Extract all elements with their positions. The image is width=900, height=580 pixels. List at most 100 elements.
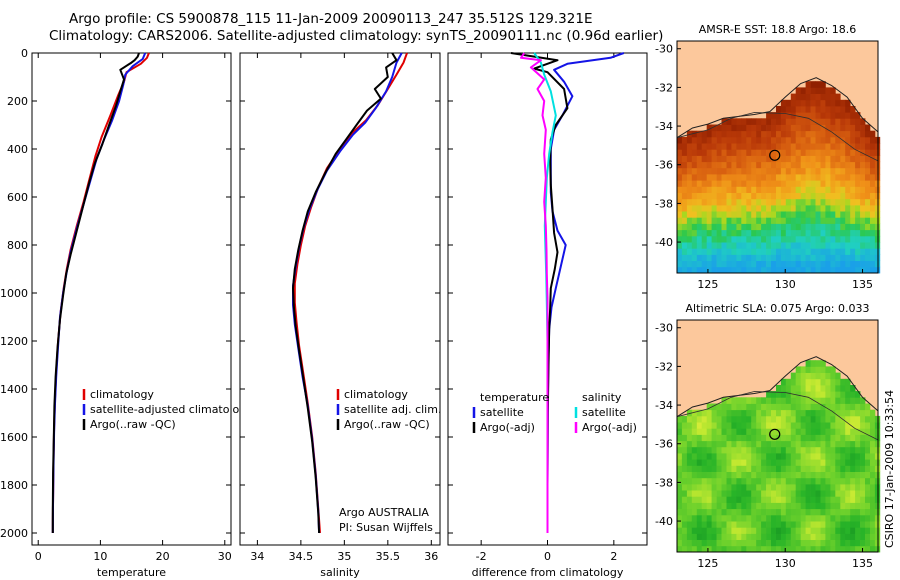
sla_map-cell (736, 514, 742, 522)
sst_map-cell (825, 130, 831, 138)
sla_map-cell (701, 527, 707, 534)
sst_map-cell (805, 174, 811, 181)
sla_map-cell (736, 490, 742, 497)
sst_map-cell (785, 204, 792, 212)
sst_map-cell (701, 229, 707, 237)
sla_map-cell (810, 440, 816, 448)
sla_map-cell (711, 514, 717, 522)
sla_map-cell (835, 409, 841, 417)
sla_map-cell (810, 465, 816, 472)
sst_map-cell (736, 223, 742, 231)
sla_map-cell (706, 514, 712, 522)
sst_map-cell (691, 235, 698, 243)
sst_map-cell (726, 143, 732, 150)
sst_map-cell (780, 180, 787, 187)
sst_map-cell (850, 136, 856, 144)
sst_map-cell (850, 235, 856, 243)
sst_map-cell (810, 223, 816, 231)
sst_map-cell (870, 248, 876, 255)
sla_map-cell (860, 539, 866, 547)
sla_map-cell (741, 434, 747, 442)
sla_map-cell (696, 453, 703, 460)
sst_map-cell (780, 167, 787, 175)
sst_map-cell (746, 254, 752, 261)
sla_map-cell (840, 521, 846, 528)
sla_map-cell (785, 496, 792, 503)
sst_map-cell (800, 112, 806, 119)
sst_map-cell (830, 161, 836, 169)
sla_map-cell (835, 391, 841, 398)
sst_map-cell (686, 186, 693, 193)
sla_map-cell (850, 502, 856, 510)
sla_map-cell (845, 415, 851, 423)
sst_map-cell (800, 260, 806, 268)
sla_map-cell (681, 415, 688, 423)
sst_map-cell (681, 198, 688, 206)
sst_map-cell (860, 180, 866, 187)
sst_map-cell (761, 211, 767, 218)
sla_map-cell (726, 502, 732, 510)
sst_map-cell (845, 198, 851, 206)
sst_map-cell (865, 235, 871, 243)
sst_map-cell (741, 124, 747, 132)
sst_map-cell (835, 211, 841, 218)
sst_map-cell (716, 136, 722, 144)
sla_map-cell (800, 471, 806, 479)
sst_map-cell (805, 254, 811, 261)
sla_map-cell (780, 496, 787, 503)
sla_map-cell (766, 471, 772, 479)
sla_map-cell (746, 471, 752, 479)
sla_map-cell (860, 465, 866, 472)
sla_map-cell (835, 403, 841, 411)
sst_map-cell (721, 229, 727, 237)
sst_map-cell (830, 248, 836, 255)
sst_map-cell (800, 93, 806, 101)
sla_map-cell (835, 483, 841, 491)
sla_map-cell (840, 539, 846, 547)
sst_map-cell (855, 192, 861, 200)
sst_map-cell (790, 248, 797, 255)
sst_map-cell (721, 211, 727, 218)
sla_map-cell (726, 521, 732, 528)
sst_map-cell (795, 260, 801, 268)
sst_map-cell (681, 174, 688, 181)
sst_map-cell (790, 161, 797, 169)
sst_map-cell (790, 235, 797, 243)
sst_map-cell (721, 186, 727, 193)
sla_map-cell (855, 409, 861, 417)
sst_map-cell (835, 235, 841, 243)
sla_map-cell (746, 403, 752, 411)
sst_map-cell (756, 149, 762, 156)
sst_map-cell (795, 93, 801, 101)
sst_map-cell (830, 99, 836, 107)
sla_map-cell (835, 459, 841, 466)
sst_map-cell (780, 112, 787, 119)
sla_map-cell (736, 453, 742, 460)
sst_map-cell (766, 143, 772, 150)
sla_map-cell (780, 453, 787, 460)
sla_map-cell (780, 403, 787, 411)
sst_map-cell (686, 211, 693, 218)
sla_map-cell (756, 446, 762, 454)
sst_map-cell (840, 204, 846, 212)
sst_map-cell (790, 204, 797, 212)
sst_map-cell (751, 149, 757, 156)
sst_map-cell (741, 149, 747, 156)
sla_map-cell (776, 539, 782, 547)
sla_map-cell (795, 415, 801, 423)
sst_map-cell (771, 118, 777, 125)
sla_map-cell (691, 490, 698, 497)
sst_map-cell (771, 217, 777, 224)
sla_map-cell (706, 471, 712, 479)
sst_map-cell (820, 217, 826, 224)
sla_map-cell (766, 422, 772, 429)
sst_map-cell (746, 161, 752, 169)
sla_map-cell (820, 453, 826, 460)
sla_map-cell (810, 502, 816, 510)
sst_map-cell (830, 254, 836, 261)
sla_map-cell (820, 434, 826, 442)
sst_map-cell (776, 106, 782, 113)
sst_map-cell (771, 266, 777, 274)
sst_map-cell (790, 198, 797, 206)
sla_map-cell (766, 490, 772, 497)
